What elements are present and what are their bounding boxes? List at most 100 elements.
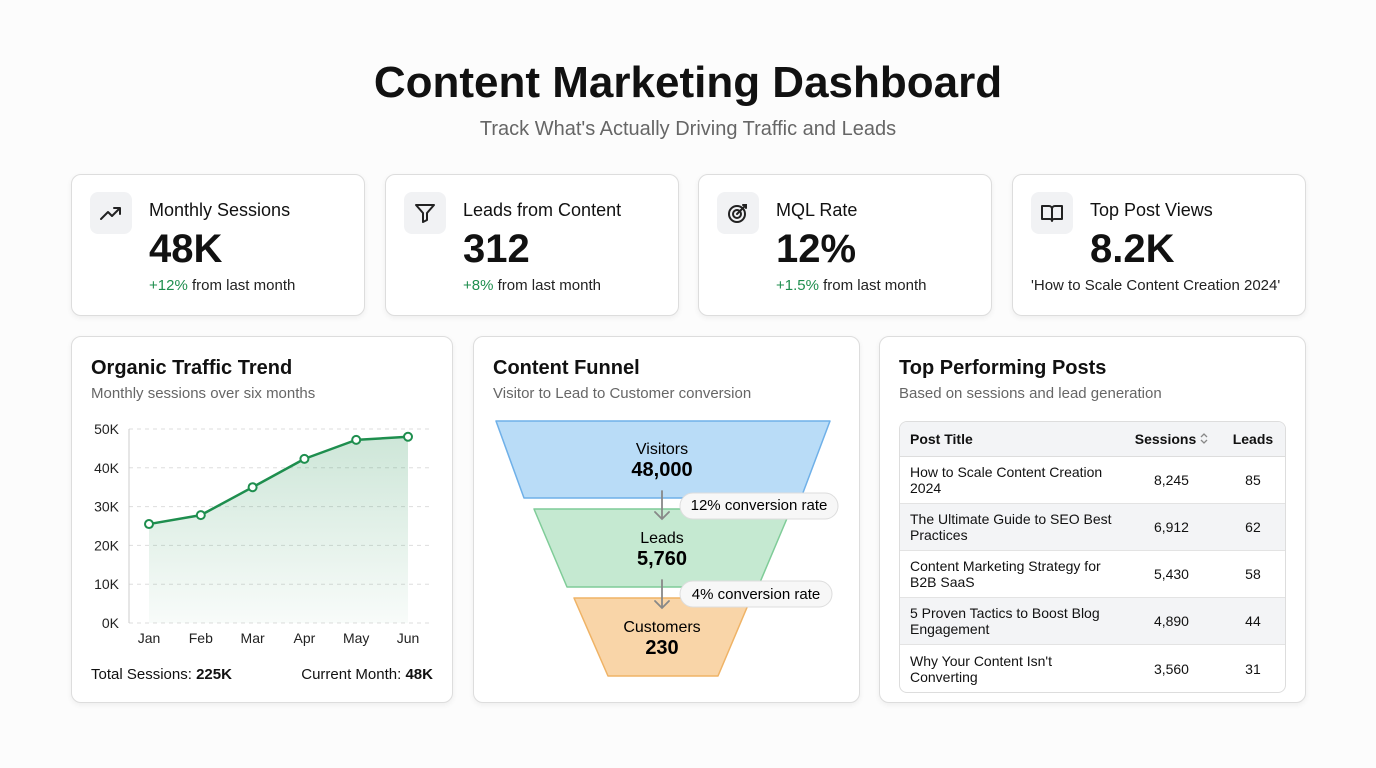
arrows [654, 490, 670, 610]
icon [717, 192, 759, 234]
table-cell: 5 Proven Tactics to Boost Blog Engagemen… [900, 598, 1122, 645]
footer-value: 225K [196, 666, 232, 683]
sort-icon [1200, 433, 1208, 444]
point [351, 434, 362, 445]
conversion-label: 12% conversion rate [691, 497, 828, 514]
point [403, 431, 413, 442]
kpi-value: 48K [149, 227, 223, 271]
stage-value: 230 [645, 637, 678, 659]
x-tick-label: Jan [138, 630, 161, 646]
icon [90, 192, 132, 234]
table-cell: 58 [1220, 551, 1285, 598]
y-tick-label: 40K [94, 460, 120, 476]
table-cell: 6,912 [1122, 504, 1221, 551]
table-cell: 8,245 [1122, 457, 1221, 504]
x-tick-label: Mar [241, 630, 265, 646]
kpi-card: Leads from Content 312 +8% from last mon… [385, 174, 679, 316]
table-cell: 4,890 [1122, 598, 1221, 645]
y-tick-label: 0K [102, 615, 120, 631]
x-tick-label: Feb [189, 630, 213, 646]
column-header: Post Title [900, 422, 1122, 457]
y-tick-label: 50K [94, 421, 120, 437]
funnel-panel: Content Funnel Visitor to Lead to Custom… [473, 336, 860, 703]
kpi-label: Top Post Views [1090, 200, 1213, 220]
change: +8% [463, 277, 494, 294]
x-tick-label: May [343, 630, 369, 646]
footer-stat: Current Month: 48K [301, 666, 433, 683]
table-row[interactable]: 5 Proven Tactics to Boost Blog Engagemen… [900, 598, 1285, 645]
traffic-panel: Organic Traffic Trend Monthly sessions o… [71, 336, 453, 703]
panel-subtitle: Based on sessions and lead generation [899, 385, 1162, 402]
table-row[interactable]: The Ultimate Guide to SEO Best Practices… [900, 504, 1285, 551]
point [195, 510, 206, 521]
x-tick-label: Apr [294, 630, 316, 646]
kpi-value: 312 [463, 227, 530, 271]
stage-value: 48,000 [631, 459, 692, 481]
table-cell: 85 [1220, 457, 1285, 504]
table-row[interactable]: How to Scale Content Creation 2024 8,245 8… [900, 457, 1285, 504]
icon [404, 192, 446, 234]
change-text: from last month [191, 277, 296, 294]
panel-title: Top Performing Posts [899, 357, 1107, 379]
footer-label: Total Sessions: [91, 666, 192, 683]
kpi-change: +1.5% from last month [776, 277, 927, 294]
table-cell: 3,560 [1153, 660, 1189, 677]
panel-subtitle: Monthly sessions over six months [91, 385, 316, 402]
table-panel: Top Performing Posts Based on sessions a… [879, 336, 1306, 703]
kpi-change: +12% from last month [149, 277, 295, 294]
footer-stat: Total Sessions: 225K [91, 666, 232, 683]
line-chart: 0K 10K 20K 30K 40K 50K Jan Feb Mar Apr May Jun [94, 421, 433, 646]
kpi-value: 12% [776, 227, 857, 271]
table-cell: 31 [1245, 660, 1261, 677]
kpi-card: Monthly Sessions 48K +12% from last mont… [71, 174, 365, 316]
table-cell: 62 [1220, 504, 1285, 551]
y-tick-label: 30K [94, 499, 120, 515]
stage-label: Visitors [636, 441, 688, 458]
table-row[interactable]: Content Marketing Strategy for B2B SaaS 5… [900, 551, 1285, 598]
line [148, 435, 409, 526]
table-cell: The Ultimate Guide to SEO Best Practices [900, 504, 1122, 551]
change-text: from last month [497, 277, 601, 294]
kpi-value: 8.2K [1090, 227, 1175, 271]
icon [1031, 192, 1073, 234]
stage-value: 5,760 [637, 548, 687, 570]
kpi-card: MQL Rate 12% +1.5% from last month [698, 174, 992, 316]
kpi-change: +8% from last month [463, 277, 601, 294]
kpi-label: Monthly Sessions [149, 200, 291, 220]
conversion-label: 4% conversion rate [692, 586, 820, 603]
subtitle: Track What's Actually Driving Traffic an… [479, 118, 897, 140]
kpi-note: 'How to Scale Content Creation 2024' [1031, 277, 1281, 294]
table-cell: Content Marketing Strategy for B2B SaaS [900, 551, 1122, 598]
column-header[interactable]: Sessions [1122, 422, 1221, 457]
table-cell: 5,430 [1122, 551, 1221, 598]
area [149, 436, 408, 623]
kpi-label: Leads from Content [463, 200, 622, 220]
footer-label: Current Month: [301, 666, 402, 683]
title: Content Marketing Dashboard [373, 58, 1003, 107]
posts-table: Post Title Sessions Leads How to Scale C… [899, 421, 1286, 693]
panel-subtitle: Visitor to Lead to Customer conversion [493, 385, 752, 402]
stage-label: Leads [640, 530, 684, 547]
x-tick-label: Jun [397, 630, 420, 646]
table-cell: How to Scale Content Creation 2024 [900, 457, 1122, 504]
y-tick-label: 10K [94, 576, 120, 592]
footer-value: 48K [405, 666, 433, 683]
conversion-pill [679, 492, 839, 520]
panel-title: Organic Traffic Trend [91, 357, 293, 379]
column-header: Leads [1220, 422, 1285, 457]
change-text: from last month [823, 277, 927, 294]
point [299, 453, 310, 464]
table-cell: 44 [1220, 598, 1285, 645]
change: +1.5% [776, 277, 819, 294]
kpi-label: MQL Rate [776, 200, 858, 220]
conversion-pill [679, 580, 833, 608]
table-cell: Why Your Content Isn't Converting [910, 652, 1052, 685]
point [144, 519, 154, 530]
column-label: Sessions [1134, 431, 1197, 447]
funnel: Visitors 48,000 Leads 5,760 Customers 23… [495, 420, 839, 677]
y-tick-label: 20K [94, 537, 120, 553]
point [247, 482, 258, 493]
table-row[interactable]: Why Your Content Isn't Converting 3,560 31 [900, 645, 1285, 692]
change: +12% [149, 277, 188, 294]
